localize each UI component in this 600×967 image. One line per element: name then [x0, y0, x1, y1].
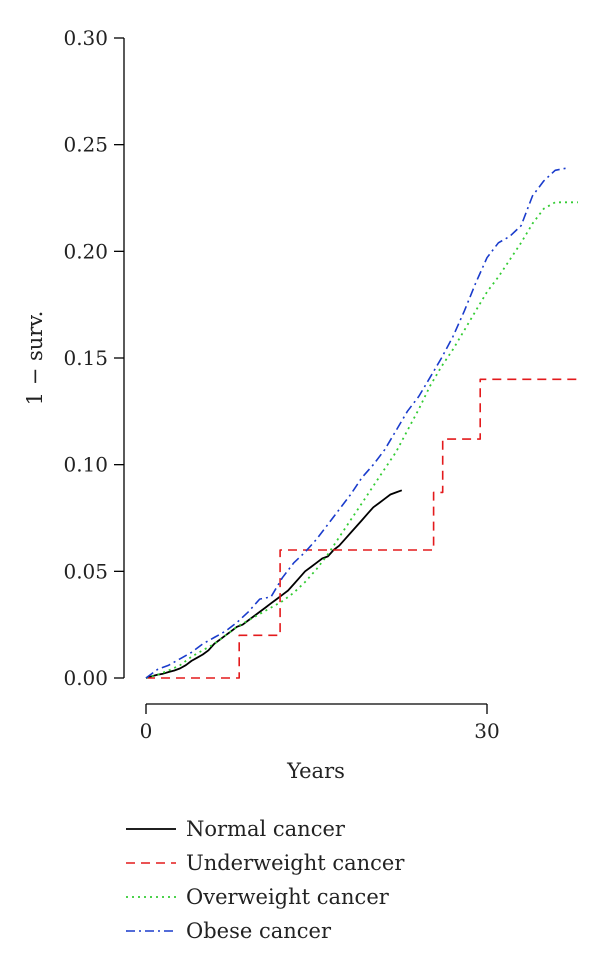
legend-label: Obese cancer [186, 919, 332, 943]
legend-label: Normal cancer [186, 817, 346, 841]
y-tick-label: 0.30 [63, 26, 108, 50]
x-tick-label: 30 [474, 719, 499, 743]
y-ticks: 0.00 0.05 0.10 0.15 0.20 0.25 0.30 [63, 26, 124, 690]
x-tick-label: 0 [140, 719, 153, 743]
y-tick-label: 0.25 [63, 133, 108, 157]
series-layer [145, 167, 578, 679]
chart-axes [123, 38, 487, 705]
legend-label: Overweight cancer [186, 885, 390, 909]
y-axis-label: 1 − surv. [23, 311, 47, 406]
y-tick-label: 0.15 [63, 346, 108, 370]
legend: Normal cancer Underweight cancer Overweigh… [126, 817, 405, 943]
series-line-overweight-cancer [145, 201, 578, 679]
series-line-obese-cancer [145, 167, 567, 679]
series-line-normal-cancer [145, 489, 403, 679]
y-tick-label: 0.00 [63, 666, 108, 690]
y-tick-label: 0.05 [63, 559, 108, 583]
legend-label: Underweight cancer [186, 851, 405, 875]
x-ticks: 0 30 [140, 704, 500, 743]
x-axis-label: Years [286, 759, 345, 783]
y-tick-label: 0.20 [63, 239, 108, 263]
y-tick-label: 0.10 [63, 453, 108, 477]
series-line-underweight-cancer [146, 378, 578, 679]
